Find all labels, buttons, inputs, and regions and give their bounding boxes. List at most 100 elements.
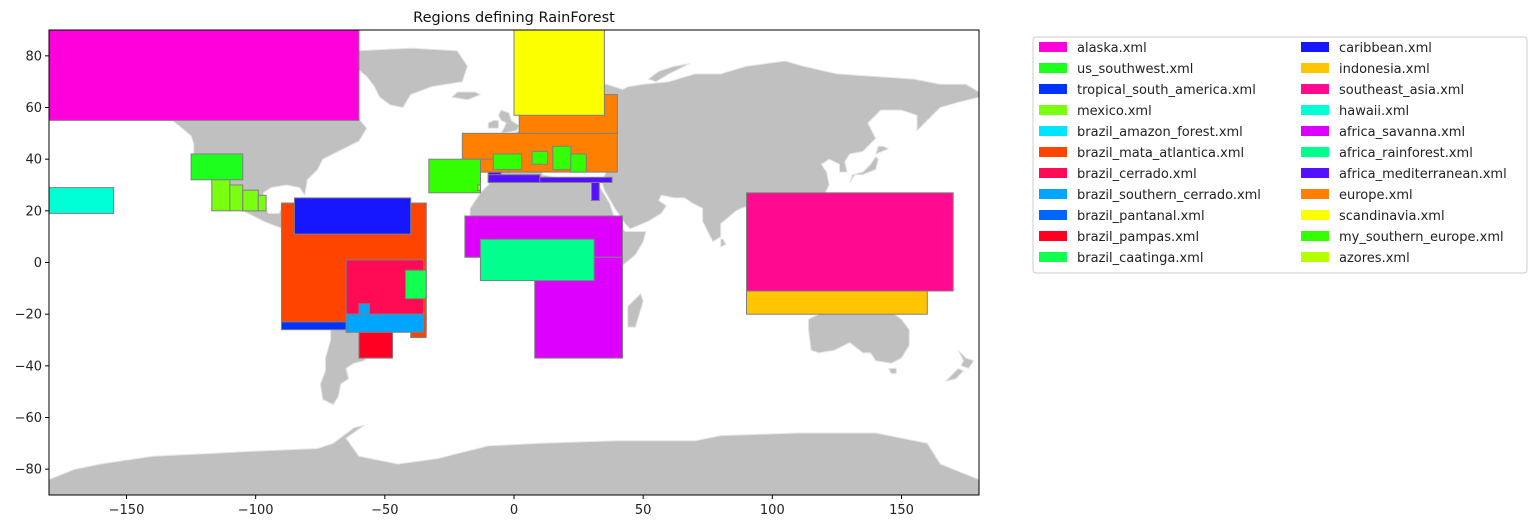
region-box-brazil-southern-cerrado-1	[358, 303, 370, 315]
legend-swatch	[1301, 252, 1329, 262]
legend-label: tropical_south_america.xml	[1077, 83, 1256, 98]
legend-label: alaska.xml	[1077, 41, 1147, 56]
landmass-9	[487, 119, 499, 129]
legend-frame	[1032, 36, 1528, 274]
landmass-12	[647, 63, 691, 83]
legend-swatch	[1301, 84, 1329, 94]
region-box-alaska-0	[49, 30, 360, 121]
legend-label: africa_rainforest.xml	[1339, 146, 1473, 161]
y-tick-label: 40	[25, 153, 42, 168]
region-box-mexico-1	[229, 184, 244, 212]
y-tick-label: −80	[15, 463, 42, 478]
region-box-brazil-southern-cerrado-0	[345, 313, 425, 333]
y-tick-label: 20	[25, 204, 42, 219]
landmass-14	[875, 145, 890, 155]
legend-swatch	[1039, 126, 1067, 136]
region-box-brazil-pampas-0	[358, 331, 394, 359]
legend-swatch	[1301, 126, 1329, 136]
legend-label: brazil_pantanal.xml	[1077, 209, 1205, 224]
y-tick-label: −40	[15, 359, 42, 374]
legend-swatch	[1301, 210, 1329, 220]
legend-swatch	[1039, 189, 1067, 199]
legend-label: azores.xml	[1339, 251, 1410, 266]
region-box-caribbean-0	[293, 197, 412, 235]
legend-swatch	[1039, 84, 1067, 94]
legend-label: brazil_cerrado.xml	[1077, 167, 1197, 182]
legend-label: my_southern_europe.xml	[1339, 230, 1504, 245]
axes: −150 −100 −50 0 50 100 150 −80 −60 −40 −20 0 20 40 60 8…	[15, 49, 914, 518]
y-tick-label: 80	[25, 49, 42, 64]
legend-label: scandinavia.xml	[1339, 209, 1445, 224]
legend-swatch	[1039, 252, 1067, 262]
legend-swatch	[1301, 168, 1329, 178]
landmass-29	[49, 424, 979, 495]
x-tick-label: 50	[635, 503, 652, 518]
legend-label: africa_savanna.xml	[1339, 125, 1465, 140]
legend-swatch	[1039, 210, 1067, 220]
region-box-indonesia-0	[746, 290, 928, 315]
region-box-hawaii-0	[49, 187, 115, 214]
legend-swatch	[1039, 105, 1067, 115]
legend-label: hawaii.xml	[1339, 104, 1409, 119]
landmass-6	[627, 293, 644, 328]
legend-label: indonesia.xml	[1339, 62, 1430, 77]
legend-swatch	[1039, 231, 1067, 241]
x-tick-label: 150	[889, 503, 914, 518]
legend-swatch	[1301, 42, 1329, 52]
legend-label: africa_mediterranean.xml	[1339, 167, 1507, 182]
region-box-africa-mediterranean-3	[591, 181, 600, 201]
legend-label: southeast_asia.xml	[1339, 83, 1464, 98]
x-tick-label: 0	[510, 503, 518, 518]
region-box-scandinavia-0	[513, 30, 605, 116]
landmass-24	[888, 367, 897, 375]
legend-swatch	[1301, 231, 1329, 241]
region-box-africa-mediterranean-2	[539, 176, 613, 184]
landmass-15	[720, 238, 727, 248]
landmass-13	[849, 156, 879, 183]
landmass-26	[944, 367, 964, 382]
legend-swatch	[1301, 189, 1329, 199]
legend-label: brazil_pampas.xml	[1077, 230, 1199, 245]
region-box-brazil-caatinga-0	[405, 269, 427, 300]
region-box-africa-rainforest-0	[479, 238, 595, 282]
legend-label: brazil_mata_atlantica.xml	[1077, 146, 1244, 161]
legend-label: us_southwest.xml	[1077, 62, 1193, 77]
region-box-my-southern-europe-2	[531, 150, 549, 165]
chart-title: Regions defining RainForest	[413, 10, 615, 26]
legend-label: mexico.xml	[1077, 104, 1152, 119]
region-box-mexico-0	[211, 179, 231, 212]
x-tick-label: −150	[109, 503, 145, 518]
regions-layer	[49, 30, 954, 359]
landmass-10	[451, 91, 481, 101]
legend-label: brazil_southern_cerrado.xml	[1077, 188, 1261, 203]
region-box-my-southern-europe-0	[428, 158, 481, 194]
legend-label: brazil_caatinga.xml	[1077, 251, 1203, 266]
legend: alaska.xml us_southwest.xml tropical_south…	[1039, 41, 1507, 266]
landmass-25	[957, 349, 975, 369]
legend-swatch	[1039, 168, 1067, 178]
region-box-my-southern-europe-4	[570, 153, 587, 173]
x-tick-label: 100	[760, 503, 785, 518]
region-box-southeast-asia-0	[746, 192, 954, 292]
legend-swatch	[1301, 147, 1329, 157]
region-box-africa-mediterranean-1	[487, 174, 541, 183]
legend-swatch	[1039, 147, 1067, 157]
legend-label: europe.xml	[1339, 188, 1413, 203]
region-box-us-southwest-0	[190, 153, 244, 181]
legend-swatch	[1039, 63, 1067, 73]
region-box-azores-0	[477, 184, 481, 191]
y-tick-label: 60	[25, 101, 42, 116]
legend-label: brazil_amazon_forest.xml	[1077, 125, 1243, 140]
legend-swatch	[1039, 42, 1067, 52]
x-tick-label: −100	[238, 503, 274, 518]
region-box-my-southern-europe-1	[492, 153, 523, 170]
legend-swatch	[1301, 63, 1329, 73]
landmass-8	[498, 109, 520, 134]
landmass-1	[324, 47, 468, 108]
legend-swatch	[1301, 105, 1329, 115]
region-box-mexico-3	[257, 194, 267, 212]
region-box-mexico-2	[242, 189, 259, 212]
y-tick-label: −60	[15, 411, 42, 426]
region-box-my-southern-europe-3	[552, 145, 572, 171]
